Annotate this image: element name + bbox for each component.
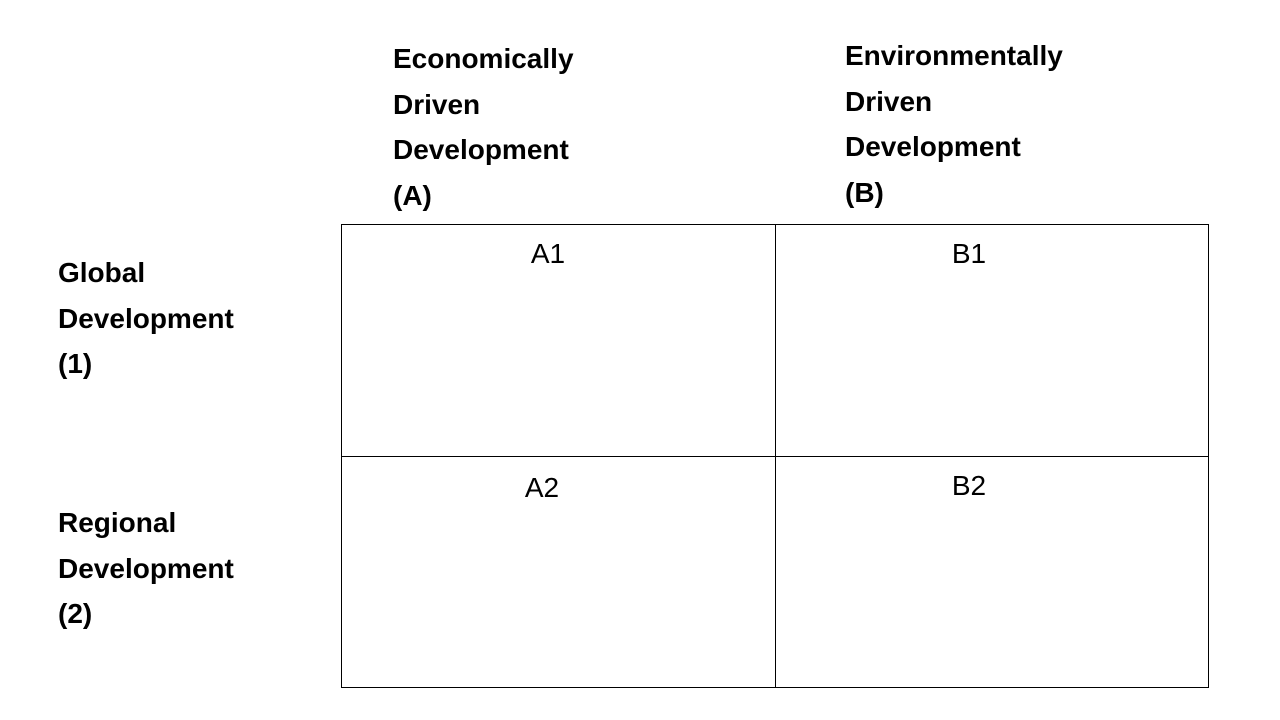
cell-label: B2 <box>951 470 987 501</box>
row-header: Regional Development (2) <box>58 500 234 637</box>
header-line: (2) <box>58 598 93 629</box>
header-line: (B) <box>845 176 884 208</box>
cell-label: A1 <box>530 238 566 269</box>
header-line: Development <box>58 552 234 584</box>
cell-label: A2 <box>524 472 560 503</box>
header-line: Driven <box>845 85 933 117</box>
header-line: (A) <box>393 179 432 211</box>
cell-label: B1 <box>951 238 987 269</box>
header-line: Development <box>393 134 569 165</box>
column-header: Economically Driven Development (A) <box>393 36 574 218</box>
row-header: Global Development (1) <box>58 250 234 387</box>
header-line: Development <box>58 302 234 334</box>
header-line: Regional <box>58 507 177 538</box>
header-line: Driven <box>393 88 481 120</box>
header-line: Global <box>58 257 146 288</box>
header-line: Environmentally <box>845 40 1063 71</box>
header-line: Development <box>845 131 1021 162</box>
header-line: Economically <box>393 43 574 74</box>
divider <box>341 456 1209 457</box>
header-line: (1) <box>58 348 93 379</box>
column-header: Environmentally Driven Development (B) <box>845 33 1063 215</box>
